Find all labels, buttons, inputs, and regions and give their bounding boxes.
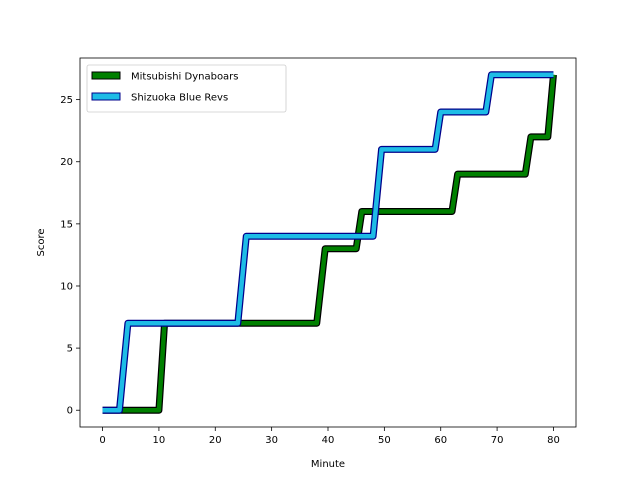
y-axis: 0 5 10 15 20 25 (60, 95, 80, 417)
x-axis-label: Minute (311, 459, 345, 470)
legend-swatch (91, 92, 121, 101)
x-axis: 0 10 20 30 40 50 60 70 80 (99, 427, 560, 446)
x-tick-label: 50 (378, 435, 391, 446)
legend-label: Mitsubishi Dynaboars (131, 72, 239, 83)
x-tick-label: 30 (265, 435, 278, 446)
x-tick-label: 0 (99, 435, 105, 446)
y-tick-label: 5 (67, 344, 73, 355)
x-tick-label: 60 (434, 435, 447, 446)
series-layer (102, 71, 557, 414)
plot-background (80, 58, 576, 427)
legend-box (86, 64, 287, 113)
legend: Mitsubishi Dynaboars Shizuoka Blue Revs (86, 64, 287, 113)
x-tick-label: 10 (153, 435, 166, 446)
y-axis-label: Score (36, 228, 47, 256)
y-tick-label: 0 (67, 406, 73, 417)
x-tick-label: 20 (209, 435, 222, 446)
legend-label: Shizuoka Blue Revs (131, 93, 228, 104)
y-tick-label: 15 (60, 219, 73, 230)
x-tick-label: 40 (322, 435, 335, 446)
y-tick-label: 10 (60, 281, 73, 292)
x-tick-label: 70 (491, 435, 504, 446)
y-tick-label: 20 (60, 157, 73, 168)
x-tick-label: 80 (547, 435, 560, 446)
series-line (102, 72, 554, 413)
legend-swatch (91, 71, 121, 80)
y-tick-label: 25 (60, 95, 73, 106)
